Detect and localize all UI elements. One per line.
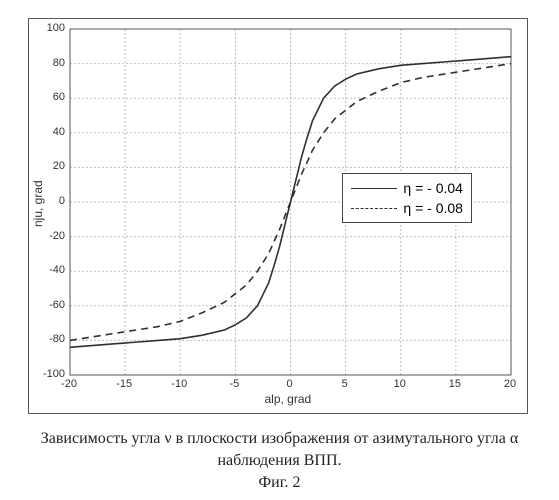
legend-swatch xyxy=(351,188,397,189)
caption-line-1: Зависимость угла ν в плоскости изображен… xyxy=(0,430,559,448)
y-tick: -60 xyxy=(39,299,65,311)
y-tick: 40 xyxy=(39,126,65,138)
x-tick: -10 xyxy=(171,378,187,390)
figure-container: nju, grad alp, grad -20-15-10-505101520 … xyxy=(0,0,559,500)
caption-line-3: Фиг. 2 xyxy=(0,474,559,492)
x-tick: 15 xyxy=(449,378,461,390)
y-tick: 100 xyxy=(39,22,65,34)
legend-entry: η = - 0.04 xyxy=(351,178,463,198)
y-tick: -20 xyxy=(39,230,65,242)
caption-line-2: наблюдения ВПП. xyxy=(0,452,559,470)
y-tick: 20 xyxy=(39,160,65,172)
y-tick: -100 xyxy=(39,368,65,380)
x-tick: -15 xyxy=(116,378,132,390)
legend-swatch xyxy=(351,208,397,209)
x-axis-label: alp, grad xyxy=(265,392,312,406)
x-tick: 0 xyxy=(286,378,292,390)
y-tick: -40 xyxy=(39,264,65,276)
y-tick: 60 xyxy=(39,91,65,103)
x-tick: 10 xyxy=(394,378,406,390)
x-tick: 20 xyxy=(504,378,516,390)
y-tick: 80 xyxy=(39,57,65,69)
y-tick: 0 xyxy=(39,195,65,207)
legend: η = - 0.04 η = - 0.08 xyxy=(342,173,472,223)
y-tick: -80 xyxy=(39,333,65,345)
legend-label: η = - 0.08 xyxy=(403,200,463,216)
x-tick: -5 xyxy=(229,378,239,390)
x-tick: 5 xyxy=(342,378,348,390)
legend-entry: η = - 0.08 xyxy=(351,198,463,218)
legend-label: η = - 0.04 xyxy=(403,180,463,196)
